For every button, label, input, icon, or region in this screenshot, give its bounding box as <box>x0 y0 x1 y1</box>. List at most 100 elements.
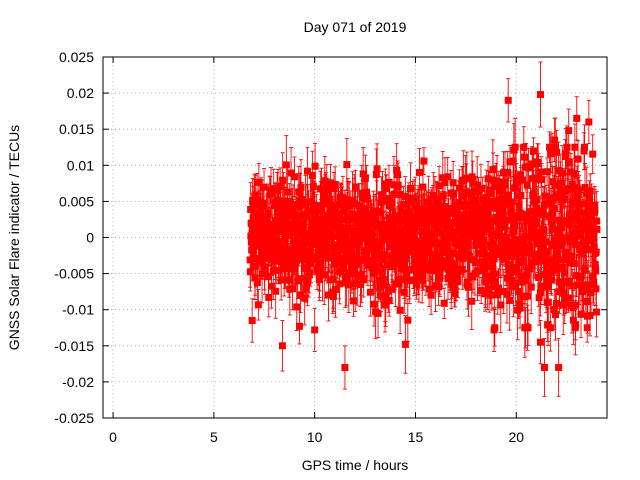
data-point <box>444 173 452 181</box>
data-point <box>480 236 488 244</box>
data-point <box>410 276 418 284</box>
data-point <box>358 255 366 263</box>
data-point <box>281 201 289 209</box>
data-point <box>271 217 279 225</box>
data-point <box>450 283 458 291</box>
data-point <box>522 271 530 279</box>
data-point <box>425 285 433 293</box>
data-point <box>360 247 368 255</box>
data-point <box>341 254 349 262</box>
data-point <box>358 189 366 197</box>
data-point <box>352 183 360 191</box>
data-point <box>260 250 268 258</box>
data-point <box>527 224 535 232</box>
data-point <box>254 301 262 309</box>
data-point <box>396 191 404 199</box>
data-point <box>511 282 519 290</box>
data-point <box>414 259 422 267</box>
data-point <box>353 260 361 268</box>
data-point <box>544 298 552 306</box>
data-point <box>363 188 371 196</box>
data-point <box>455 198 463 206</box>
data-point <box>537 251 545 259</box>
data-point <box>502 198 510 206</box>
data-point <box>434 197 442 205</box>
data-point <box>537 168 545 176</box>
data-point <box>488 263 496 271</box>
data-point <box>338 224 346 232</box>
data-point <box>319 214 327 222</box>
data-point <box>412 280 420 288</box>
data-point <box>378 269 386 277</box>
data-point <box>490 282 498 290</box>
data-point <box>435 182 443 190</box>
data-point <box>531 258 539 266</box>
data-point <box>530 250 538 258</box>
data-point <box>549 225 557 233</box>
data-point <box>347 214 355 222</box>
data-point <box>289 201 297 209</box>
data-point <box>503 290 511 298</box>
data-point <box>405 209 413 217</box>
data-point <box>546 324 554 332</box>
data-point <box>351 280 359 288</box>
data-point <box>544 282 552 290</box>
data-point <box>286 212 294 220</box>
data-point <box>361 174 369 182</box>
data-point <box>543 168 551 176</box>
data-point <box>350 297 358 305</box>
data-point <box>326 179 334 187</box>
data-point <box>532 218 540 226</box>
data-point <box>395 275 403 283</box>
data-point <box>495 284 503 292</box>
data-point <box>468 230 476 238</box>
data-point <box>443 246 451 254</box>
data-point <box>309 216 317 224</box>
data-point <box>501 178 509 186</box>
data-point <box>304 278 312 286</box>
data-point <box>253 279 261 287</box>
data-point <box>294 253 302 261</box>
data-point <box>515 288 523 296</box>
data-point <box>246 268 254 276</box>
data-point <box>277 276 285 284</box>
data-point <box>490 240 498 248</box>
data-point <box>321 191 329 199</box>
data-point <box>272 200 280 208</box>
data-point <box>486 190 494 198</box>
data-point <box>517 214 525 222</box>
data-point <box>435 283 443 291</box>
data-point <box>537 282 545 290</box>
data-point <box>281 257 289 265</box>
data-point <box>491 270 499 278</box>
data-point <box>262 255 270 263</box>
data-point <box>488 291 496 299</box>
data-point <box>394 181 402 189</box>
data-point <box>304 250 312 258</box>
data-point <box>294 277 302 285</box>
data-point <box>419 271 427 279</box>
data-point <box>290 227 298 235</box>
data-point <box>552 311 560 319</box>
data-point <box>484 175 492 183</box>
data-point <box>495 186 503 194</box>
data-point <box>291 173 299 181</box>
data-point <box>504 244 512 252</box>
data-point <box>506 296 514 304</box>
data-point <box>377 292 385 300</box>
data-point <box>287 169 295 177</box>
data-point <box>454 278 462 286</box>
data-point <box>435 221 443 229</box>
data-point <box>410 220 418 228</box>
data-point <box>363 195 371 203</box>
data-point <box>549 211 557 219</box>
data-point <box>518 210 526 218</box>
data-point <box>249 248 257 256</box>
data-point <box>516 300 524 308</box>
data-point <box>546 269 554 277</box>
data-point <box>267 282 275 290</box>
data-point <box>398 217 406 225</box>
data-point <box>436 203 444 211</box>
data-point <box>329 275 337 283</box>
data-point <box>324 291 332 299</box>
